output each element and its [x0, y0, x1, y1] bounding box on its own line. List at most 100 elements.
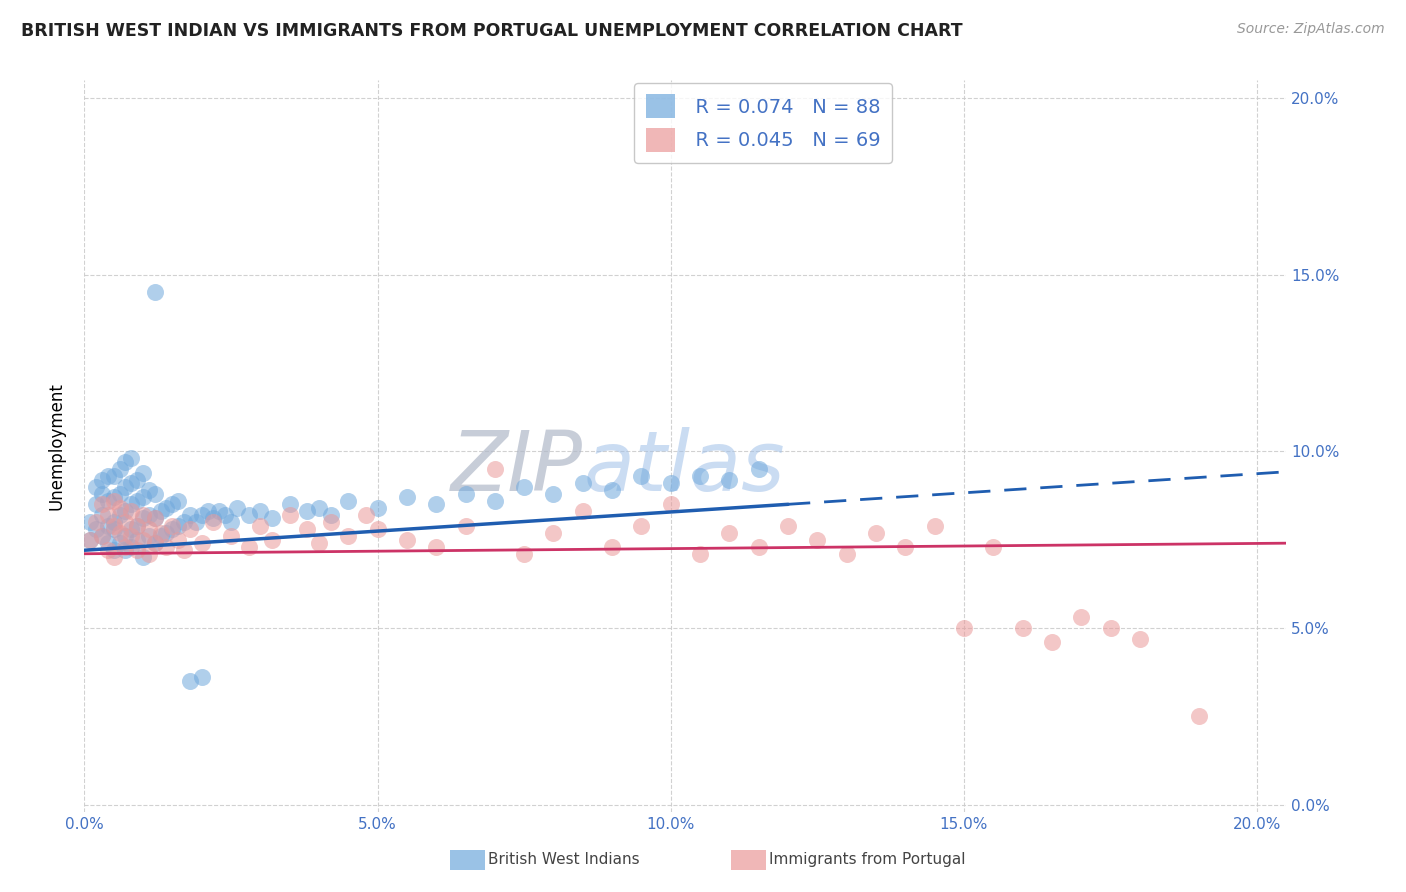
Point	[295, 522, 318, 536]
Point	[91, 529, 114, 543]
Point	[162, 518, 184, 533]
Point	[718, 525, 741, 540]
Point	[219, 529, 242, 543]
Point	[395, 533, 418, 547]
Point	[167, 533, 190, 547]
Point	[572, 476, 595, 491]
Point	[543, 486, 565, 500]
Point	[600, 483, 623, 498]
Point	[179, 508, 201, 522]
Point	[600, 540, 623, 554]
Text: Immigrants from Portugal: Immigrants from Portugal	[769, 853, 966, 867]
Point	[167, 493, 190, 508]
Point	[249, 504, 271, 518]
Point	[103, 490, 125, 504]
Point	[103, 522, 125, 536]
Point	[513, 480, 536, 494]
Point	[689, 547, 711, 561]
Point	[179, 673, 201, 688]
Point	[659, 497, 682, 511]
Point	[319, 508, 342, 522]
Point	[295, 504, 318, 518]
Point	[132, 466, 155, 480]
Point	[91, 497, 114, 511]
Point	[225, 500, 247, 515]
Point	[120, 504, 142, 518]
Point	[337, 493, 360, 508]
Point	[97, 518, 120, 533]
Point	[114, 543, 136, 558]
Point	[718, 473, 741, 487]
Point	[103, 515, 125, 529]
Point	[79, 533, 101, 547]
Point	[260, 533, 283, 547]
Point	[132, 511, 155, 525]
Point	[425, 497, 447, 511]
Point	[132, 508, 155, 522]
Point	[138, 522, 160, 536]
Point	[924, 518, 946, 533]
Point	[108, 525, 131, 540]
Point	[208, 504, 231, 518]
Point	[120, 451, 142, 466]
Point	[162, 497, 184, 511]
Point	[103, 518, 125, 533]
Point	[630, 469, 652, 483]
Point	[149, 504, 172, 518]
Point	[337, 529, 360, 543]
Point	[981, 540, 1004, 554]
Point	[108, 500, 131, 515]
Point	[114, 515, 136, 529]
Point	[127, 518, 149, 533]
Point	[108, 462, 131, 476]
Point	[97, 536, 120, 550]
Point	[776, 518, 799, 533]
Point	[367, 500, 389, 515]
Point	[543, 525, 565, 540]
Point	[127, 473, 149, 487]
Point	[748, 462, 770, 476]
Point	[127, 533, 149, 547]
Point	[184, 515, 207, 529]
Point	[149, 525, 172, 540]
Point	[149, 529, 172, 543]
Point	[354, 508, 377, 522]
Point	[748, 540, 770, 554]
Point	[173, 543, 195, 558]
Point	[1187, 709, 1209, 723]
Point	[308, 500, 330, 515]
Point	[97, 543, 120, 558]
Point	[84, 497, 107, 511]
Point	[91, 529, 114, 543]
Point	[1099, 621, 1122, 635]
Point	[143, 511, 166, 525]
Text: ZIP: ZIP	[451, 427, 583, 508]
Point	[143, 285, 166, 300]
Point	[127, 518, 149, 533]
Point	[138, 508, 160, 522]
Point	[238, 508, 260, 522]
Point	[79, 515, 101, 529]
Point	[162, 522, 184, 536]
Point	[114, 529, 136, 543]
Legend:   R = 0.074   N = 88,   R = 0.045   N = 69: R = 0.074 N = 88, R = 0.045 N = 69	[634, 83, 891, 163]
Point	[155, 525, 177, 540]
Point	[132, 490, 155, 504]
Point	[367, 522, 389, 536]
Point	[155, 500, 177, 515]
Point	[865, 525, 887, 540]
Point	[120, 522, 142, 536]
Point	[138, 483, 160, 498]
Point	[689, 469, 711, 483]
Point	[143, 511, 166, 525]
Point	[454, 486, 477, 500]
Point	[138, 529, 160, 543]
Text: atlas: atlas	[583, 427, 785, 508]
Point	[454, 518, 477, 533]
Point	[214, 508, 236, 522]
Point	[132, 533, 155, 547]
Point	[120, 540, 142, 554]
Point	[513, 547, 536, 561]
Point	[132, 550, 155, 565]
Point	[630, 518, 652, 533]
